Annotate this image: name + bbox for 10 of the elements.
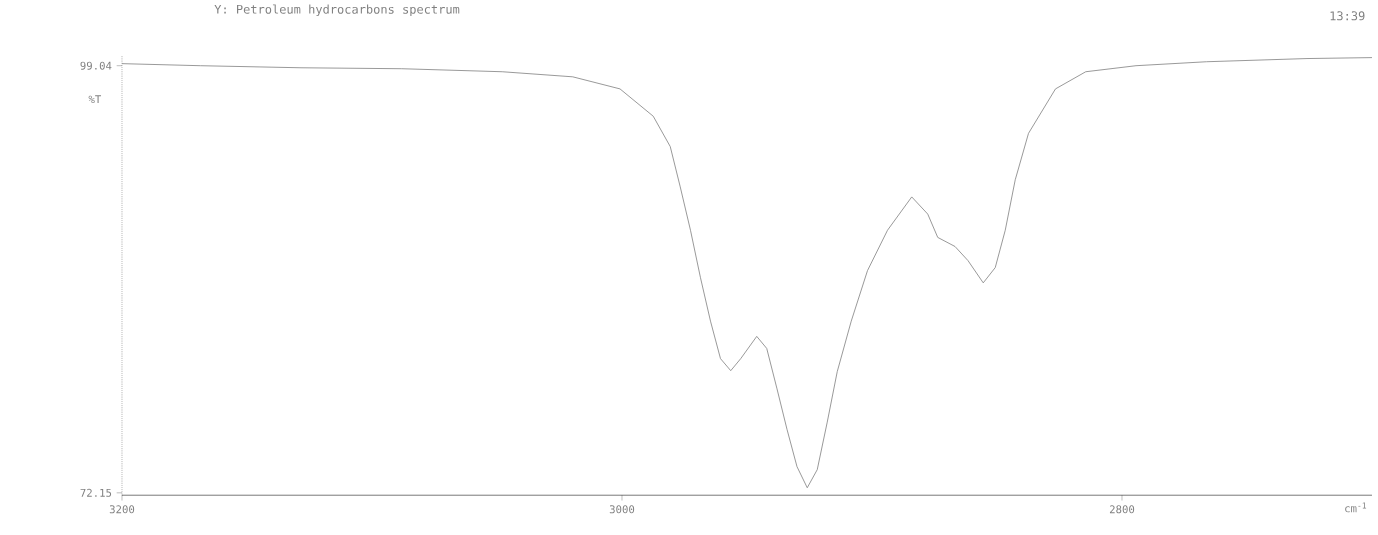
x-tick-label: 3200: [109, 505, 135, 514]
y-tick-label: 72.15: [80, 488, 112, 497]
y-axis-title: %T: [88, 95, 102, 103]
x-tick-label: 2800: [1109, 505, 1135, 514]
text: 13:39: [1330, 11, 1365, 21]
x-axis-title: cm$^{-1}$: [1345, 502, 1367, 513]
line-series: [121, 57, 1373, 489]
chart-title: Y: Petroleum hydrocarbons spectrum: [214, 4, 460, 16]
x-tick-label: 3000: [609, 505, 635, 514]
y-tick-label: 99.04: [80, 61, 112, 70]
